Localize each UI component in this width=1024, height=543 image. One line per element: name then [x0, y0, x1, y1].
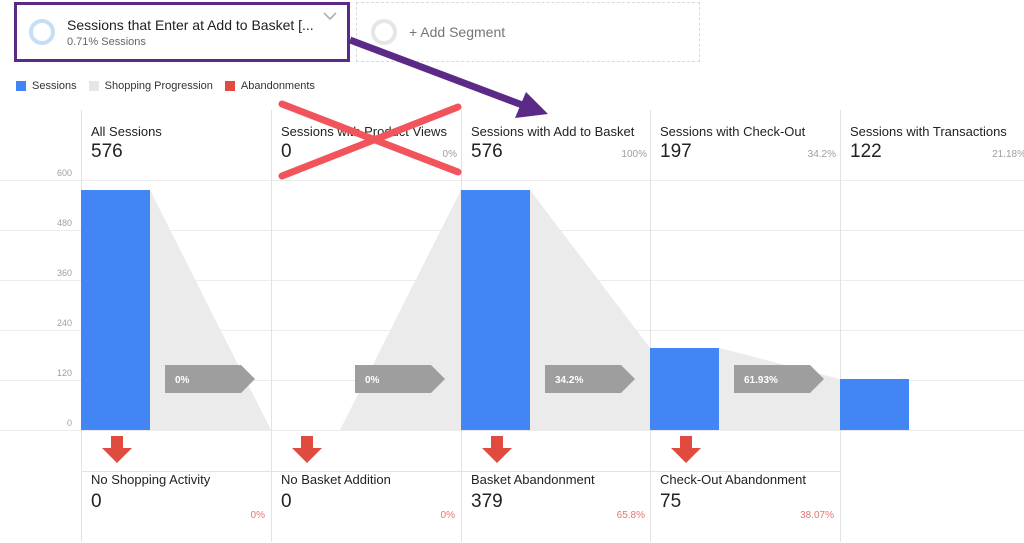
- abandonment-divider: [81, 471, 840, 472]
- legend-label: Shopping Progression: [104, 80, 213, 92]
- step-percentage: 34.2%: [807, 149, 836, 160]
- step-percentage: 100%: [621, 149, 647, 160]
- legend-swatch: [16, 81, 26, 91]
- add-segment-button[interactable]: + Add Segment: [356, 2, 700, 62]
- segment-ring-icon: [29, 19, 55, 45]
- progression-badge: 61.93%: [734, 365, 824, 393]
- segment-text: Sessions that Enter at Add to Basket [..…: [67, 17, 314, 48]
- step-label: Sessions with Product Views: [281, 124, 447, 139]
- session-bar[interactable]: [840, 379, 909, 430]
- progression-badge: 0%: [165, 365, 255, 393]
- gridline: [0, 180, 1024, 181]
- progression-area: [530, 190, 650, 430]
- progression-badge-shape: [165, 365, 255, 393]
- session-bar[interactable]: [81, 190, 150, 430]
- abandonment-step: No Basket Addition 0 0%: [281, 472, 461, 540]
- step-label: Sessions with Check-Out: [660, 124, 806, 139]
- funnel-step-header: Sessions with Check-Out 197 34.2%: [660, 124, 836, 163]
- progression-rate: 0%: [175, 375, 190, 386]
- session-bar[interactable]: [461, 190, 530, 430]
- chart-legend: Sessions Shopping Progression Abandonmen…: [16, 80, 327, 92]
- progression-badge-shape: [355, 365, 445, 393]
- abandonment-percentage: 0%: [440, 510, 455, 521]
- step-value: 576: [471, 141, 503, 162]
- segment-title: Sessions that Enter at Add to Basket [..…: [67, 16, 314, 33]
- abandonment-arrow-icon: [102, 436, 132, 463]
- gridline: [0, 430, 1024, 431]
- progression-rate: 0%: [365, 375, 380, 386]
- y-tick-label: 480: [56, 218, 72, 228]
- chevron-down-icon[interactable]: [323, 11, 337, 21]
- abandonment-label: Basket Abandonment: [471, 472, 595, 487]
- step-label: Sessions with Transactions: [850, 124, 1007, 139]
- y-tick-label: 120: [56, 368, 72, 378]
- abandonment-value: 75: [660, 491, 682, 512]
- segment-selector[interactable]: Sessions that Enter at Add to Basket [..…: [14, 2, 350, 62]
- legend-item-abandonments: Abandonments: [224, 80, 315, 92]
- abandonment-arrow-icon: [482, 436, 512, 463]
- y-tick-label: 240: [56, 318, 72, 328]
- abandonment-label: No Shopping Activity: [91, 472, 211, 487]
- session-bar[interactable]: [650, 347, 719, 430]
- legend-item-shopping-progression: Shopping Progression: [88, 80, 213, 92]
- abandonment-value: 379: [471, 491, 503, 512]
- abandonment-value: 0: [91, 491, 102, 512]
- step-label: All Sessions: [91, 124, 162, 139]
- abandonment-label: No Basket Addition: [281, 472, 391, 487]
- progression-area: [340, 190, 461, 430]
- step-percentage: 0%: [442, 149, 457, 160]
- abandonment-step: Check-Out Abandonment 75 38.07%: [660, 472, 840, 540]
- progression-badge: 34.2%: [545, 365, 635, 393]
- abandonment-arrow-icon: [292, 436, 322, 463]
- funnel-step-header: Sessions with Product Views 0 0%: [281, 124, 457, 163]
- step-value: 122: [850, 141, 882, 162]
- funnel-step-header: All Sessions 576: [91, 124, 267, 163]
- step-value: 576: [91, 141, 123, 162]
- progression-rate: 34.2%: [555, 375, 583, 386]
- abandonment-value: 0: [281, 491, 292, 512]
- y-tick-label: 600: [56, 168, 72, 178]
- abandonment-step: Basket Abandonment 379 65.8%: [471, 472, 651, 540]
- legend-swatch: [224, 81, 235, 91]
- abandonment-percentage: 0%: [250, 510, 265, 521]
- progression-badge: 0%: [355, 365, 445, 393]
- legend-item-sessions: Sessions: [16, 80, 77, 92]
- abandonment-step: No Shopping Activity 0 0%: [91, 472, 271, 540]
- funnel-column: [650, 110, 840, 542]
- abandonment-percentage: 38.07%: [800, 510, 834, 521]
- funnel-column: [271, 110, 461, 542]
- progression-badge-shape: [545, 365, 635, 393]
- y-tick-label: 0: [66, 418, 72, 428]
- progression-rate: 61.93%: [744, 375, 778, 386]
- abandonment-label: Check-Out Abandonment: [660, 472, 806, 487]
- abandonment-arrow-icon: [671, 436, 701, 463]
- funnel-step-header: Sessions with Add to Basket 576 100%: [471, 124, 647, 163]
- add-segment-label: + Add Segment: [409, 24, 506, 40]
- segment-subtitle: 0.71% Sessions: [67, 35, 146, 48]
- progression-badge-shape: [734, 365, 824, 393]
- abandonment-percentage: 65.8%: [616, 510, 645, 521]
- step-percentage: 21.18%: [992, 149, 1024, 160]
- progression-area: [150, 190, 271, 430]
- step-label: Sessions with Add to Basket: [471, 124, 635, 139]
- step-value: 197: [660, 141, 692, 162]
- y-tick-label: 360: [56, 268, 72, 278]
- funnel-column: [840, 110, 1024, 542]
- legend-swatch: [88, 81, 99, 91]
- step-value: 0: [281, 141, 292, 162]
- legend-label: Sessions: [32, 80, 77, 92]
- legend-label: Abandonments: [240, 80, 315, 92]
- funnel-step-header: Sessions with Transactions 122 21.18%: [850, 124, 1024, 163]
